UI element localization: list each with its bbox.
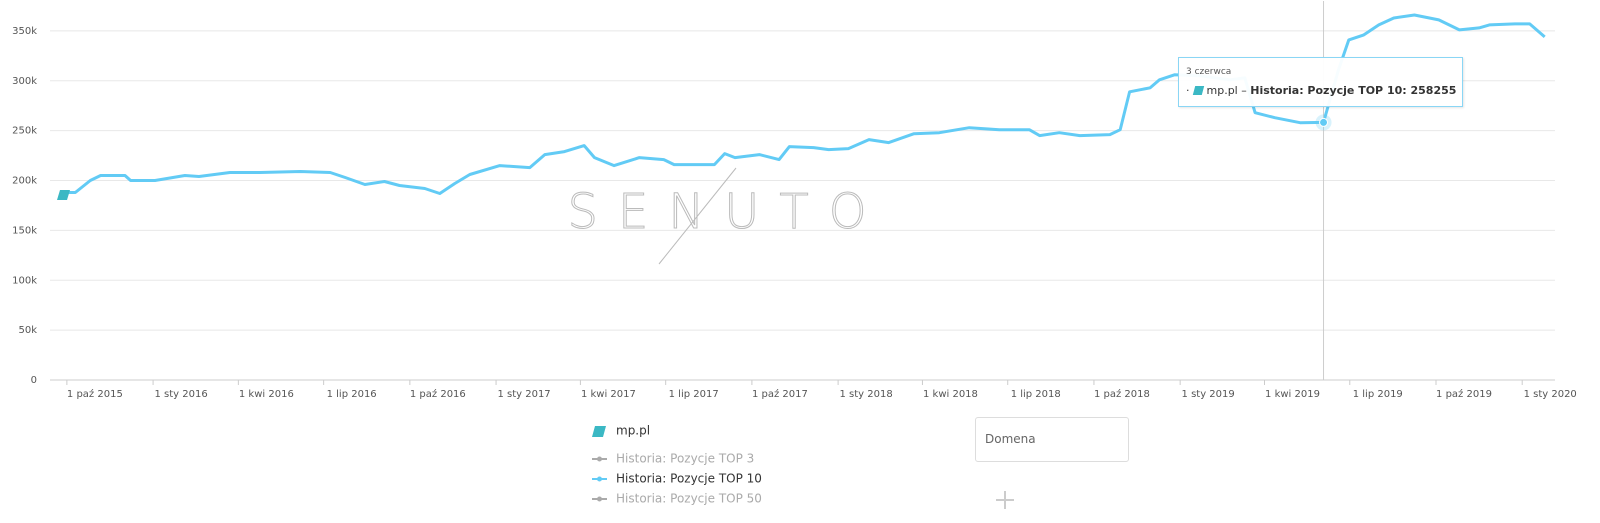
legend-dot (597, 456, 602, 462)
legend: mp.pl Historia: Pozycje TOP 3 Historia: P… (592, 424, 762, 506)
y-tick-label: 250k (12, 126, 37, 137)
tooltip-swatch (1192, 86, 1204, 95)
y-tick-label: 50k (18, 325, 37, 336)
tooltip-group: mp.pl (1206, 84, 1238, 97)
legend-item[interactable]: Historia: Pozycje TOP 10 (616, 472, 762, 486)
tooltip-value: 258255 (1410, 84, 1457, 97)
tooltip-series: Historia: Pozycje TOP 10 (1250, 84, 1403, 97)
legend-group[interactable]: mp.pl (616, 424, 650, 438)
y-tick-label: 0 (31, 375, 37, 386)
x-tick-label: 1 paź 2017 (752, 388, 808, 400)
x-tick-label: 1 lip 2017 (669, 389, 719, 400)
x-tick-label: 1 lip 2018 (1011, 389, 1061, 400)
add-button[interactable] (996, 491, 1014, 509)
x-tick-label: 1 sty 2018 (840, 389, 893, 400)
watermark-stroke (658, 167, 737, 265)
tooltip-row: · mp.pl – Historia: Pozycje TOP 10: 25825… (1186, 84, 1457, 97)
watermark: SENUTO (568, 184, 887, 240)
domain-input[interactable]: Domena (975, 417, 1129, 462)
x-tick-label: 1 lip 2016 (327, 389, 377, 400)
x-tick-label: 1 paź 2019 (1436, 388, 1492, 400)
legend-dot (597, 476, 602, 482)
x-tick-label: 1 sty 2017 (497, 389, 550, 400)
legend-dot (597, 496, 602, 502)
x-tick-label: 1 sty 2016 (154, 389, 207, 400)
x-tick-label: 1 kwi 2019 (1265, 389, 1320, 400)
y-tick-label: 200k (12, 176, 37, 187)
tooltip: 3 czerwca · mp.pl – Historia: Pozycje TOP… (1178, 57, 1463, 107)
x-tick-label: 1 kwi 2018 (923, 389, 978, 400)
x-tick-label: 1 sty 2020 (1524, 389, 1577, 400)
legend-item[interactable]: Historia: Pozycje TOP 3 (616, 452, 754, 466)
x-tick-label: 1 paź 2015 (67, 388, 123, 400)
y-tick-label: 100k (12, 275, 37, 286)
series-start-marker (57, 190, 70, 200)
tooltip-title: 3 czerwca (1186, 67, 1232, 77)
x-tick-label: 1 sty 2019 (1182, 389, 1235, 400)
x-tick-label: 1 paź 2016 (410, 388, 466, 400)
domain-placeholder: Domena (985, 432, 1036, 446)
x-tick-label: 1 kwi 2016 (239, 389, 294, 400)
x-tick-label: 1 lip 2019 (1353, 389, 1403, 400)
legend-swatch (592, 426, 606, 437)
hover-point (1319, 117, 1329, 127)
x-tick-label: 1 paź 2018 (1094, 388, 1150, 400)
x-tick-label: 1 kwi 2017 (581, 389, 636, 400)
y-tick-label: 150k (12, 225, 37, 236)
y-tick-label: 300k (12, 76, 37, 87)
y-tick-label: 350k (12, 26, 37, 37)
legend-item[interactable]: Historia: Pozycje TOP 50 (616, 492, 762, 506)
